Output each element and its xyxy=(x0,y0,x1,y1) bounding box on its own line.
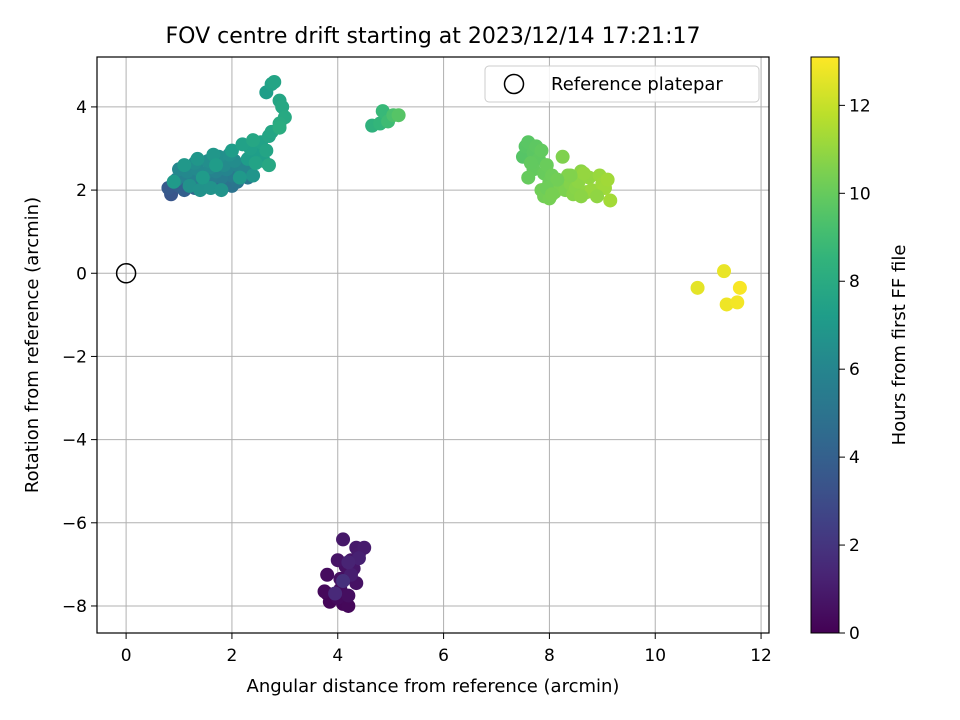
data-point xyxy=(341,598,356,613)
data-point xyxy=(248,156,263,171)
data-point xyxy=(261,158,276,173)
colorbar-tick-label: 8 xyxy=(849,272,860,292)
data-point xyxy=(375,104,390,119)
colorbar: 0 2 4 6 8 10 12 Hours from first FF file xyxy=(810,56,910,644)
data-point xyxy=(235,137,250,152)
data-point xyxy=(224,143,239,158)
data-point xyxy=(576,166,591,181)
x-tick-label: 12 xyxy=(750,646,772,666)
y-tick-label: 2 xyxy=(76,181,87,201)
data-points xyxy=(161,74,747,613)
data-point xyxy=(246,168,261,183)
y-tick-label: 0 xyxy=(76,264,87,284)
data-point xyxy=(590,189,605,204)
colorbar-gradient xyxy=(810,56,840,634)
chart-title: FOV centre drift starting at 2023/12/14 … xyxy=(166,24,701,49)
data-point xyxy=(690,280,705,295)
data-point xyxy=(214,183,229,198)
y-tick-label: −8 xyxy=(62,597,87,617)
colorbar-tick-label: 12 xyxy=(849,96,871,116)
data-point xyxy=(195,170,210,185)
data-point xyxy=(732,280,747,295)
colorbar-label: Hours from first FF file xyxy=(889,245,910,446)
data-point xyxy=(267,74,282,89)
data-point xyxy=(193,183,208,198)
y-tick-label: 4 xyxy=(76,98,87,118)
data-point xyxy=(328,586,343,601)
legend-box xyxy=(484,65,760,103)
data-point xyxy=(600,172,615,187)
data-point xyxy=(603,193,618,208)
data-point xyxy=(550,172,565,187)
data-point xyxy=(330,553,345,568)
colorbar-tick-label: 4 xyxy=(849,448,860,468)
data-point xyxy=(539,158,554,173)
data-point xyxy=(730,295,745,310)
data-point xyxy=(523,156,538,171)
x-tick-label: 6 xyxy=(438,646,449,666)
colorbar-tick-label: 2 xyxy=(849,536,860,556)
data-point xyxy=(336,574,351,589)
data-point xyxy=(521,170,536,185)
data-point xyxy=(209,158,224,173)
data-point xyxy=(341,588,356,603)
data-point xyxy=(545,187,560,202)
legend: Reference platepar xyxy=(484,65,760,103)
data-point xyxy=(341,555,356,570)
plot-frame xyxy=(96,56,770,634)
data-point xyxy=(317,584,332,599)
legend-entry-reference: Reference platepar xyxy=(551,74,723,95)
data-point xyxy=(232,170,247,185)
data-point xyxy=(190,151,205,166)
y-tick-label: −6 xyxy=(62,514,87,534)
colorbar-tick-label: 10 xyxy=(849,184,871,204)
data-point xyxy=(563,168,578,183)
reference-point xyxy=(115,263,137,284)
data-point xyxy=(177,158,192,173)
data-point xyxy=(272,120,287,135)
data-point xyxy=(336,532,351,547)
data-point xyxy=(719,297,734,312)
data-point xyxy=(203,181,218,196)
data-point xyxy=(717,264,732,279)
y-tick-label: −2 xyxy=(62,347,87,367)
data-point xyxy=(320,567,335,582)
x-tick-label: 10 xyxy=(644,646,666,666)
colorbar-tick-label: 0 xyxy=(849,624,860,644)
y-axis-label: Rotation from reference (arcmin) xyxy=(22,197,43,493)
data-point xyxy=(391,108,406,123)
grid-lines xyxy=(97,57,769,633)
data-point xyxy=(534,143,549,158)
colorbar-ticks: 0 2 4 6 8 10 12 xyxy=(839,96,871,644)
x-tick-label: 2 xyxy=(227,646,238,666)
colorbar-tick-label: 6 xyxy=(849,360,860,380)
data-point xyxy=(182,178,197,193)
data-point xyxy=(357,540,372,555)
data-point xyxy=(574,189,589,204)
legend-marker-circle-icon xyxy=(503,73,525,95)
x-tick-label: 0 xyxy=(121,646,132,666)
x-tick-label: 8 xyxy=(544,646,555,666)
data-point xyxy=(246,133,261,148)
data-point xyxy=(166,174,181,189)
reference-point-marker xyxy=(115,263,137,284)
data-point xyxy=(555,149,570,164)
x-tick-label: 4 xyxy=(332,646,343,666)
x-axis-ticks: 0 2 4 6 8 10 12 xyxy=(121,633,772,666)
data-point xyxy=(351,551,366,566)
x-axis-label: Angular distance from reference (arcmin) xyxy=(247,676,620,697)
y-axis-ticks: −8 −6 −4 −2 0 2 4 xyxy=(62,98,97,617)
y-tick-label: −4 xyxy=(62,431,87,451)
data-point xyxy=(259,143,274,158)
